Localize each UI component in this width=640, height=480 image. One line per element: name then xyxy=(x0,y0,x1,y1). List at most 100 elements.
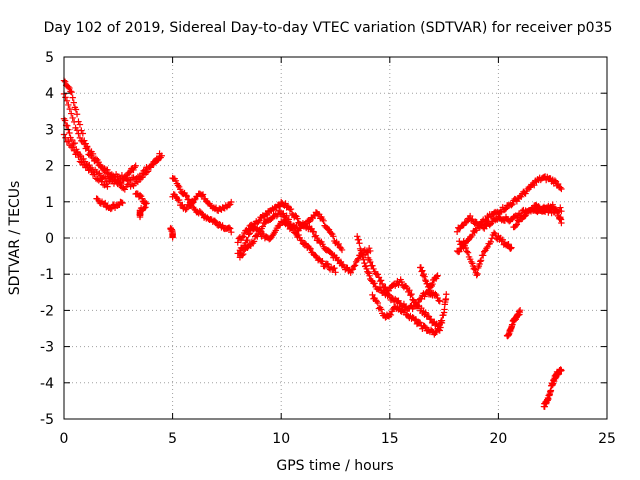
data-point xyxy=(183,205,190,212)
data-point xyxy=(360,256,367,263)
data-point xyxy=(132,162,139,169)
data-point xyxy=(338,246,346,254)
data-point xyxy=(552,207,560,214)
data-point xyxy=(73,126,81,134)
data-point xyxy=(411,316,418,324)
data-point xyxy=(191,196,198,204)
data-point xyxy=(228,198,235,206)
data-point xyxy=(354,233,361,240)
data-point xyxy=(477,257,485,264)
data-point xyxy=(76,121,84,128)
data-point xyxy=(102,199,109,207)
data-point xyxy=(287,205,295,213)
data-point xyxy=(463,248,471,255)
data-point xyxy=(425,287,433,294)
data-point xyxy=(182,206,189,213)
data-point xyxy=(138,174,146,181)
data-point xyxy=(369,262,376,269)
y-tick-label: -2 xyxy=(40,303,54,319)
data-point xyxy=(66,129,73,137)
data-point xyxy=(498,238,505,245)
series-track-h xyxy=(169,190,235,214)
data-point xyxy=(388,294,396,302)
x-tick-label: 15 xyxy=(381,431,399,447)
points-layer xyxy=(60,77,565,410)
data-point xyxy=(67,88,74,95)
data-point xyxy=(239,233,247,240)
data-point xyxy=(238,234,246,241)
data-point xyxy=(140,170,147,177)
data-point xyxy=(107,205,114,213)
data-point xyxy=(374,271,382,278)
data-point xyxy=(433,273,441,280)
data-point xyxy=(199,191,207,198)
data-point xyxy=(143,169,150,176)
series-track-d xyxy=(60,131,111,190)
data-point xyxy=(432,290,439,298)
data-point xyxy=(95,158,102,166)
data-point xyxy=(244,236,251,244)
data-point xyxy=(260,213,268,220)
data-point xyxy=(433,291,440,299)
data-point xyxy=(98,178,105,185)
data-point xyxy=(78,137,85,144)
data-point xyxy=(73,111,81,118)
data-point xyxy=(355,255,362,262)
data-point xyxy=(531,182,538,189)
data-point xyxy=(177,186,184,193)
data-point xyxy=(101,165,108,172)
data-point xyxy=(226,225,234,232)
data-point xyxy=(311,233,319,240)
y-tick-label: 0 xyxy=(45,231,54,247)
data-point xyxy=(70,118,78,126)
data-point xyxy=(245,225,252,233)
series-track-t xyxy=(510,201,565,231)
data-point xyxy=(421,293,428,300)
series-track-s xyxy=(456,229,515,279)
y-tick-label: 3 xyxy=(45,122,54,138)
data-point xyxy=(285,216,293,223)
data-point xyxy=(293,222,300,230)
data-point xyxy=(198,192,206,199)
data-point xyxy=(418,295,425,302)
data-point xyxy=(351,262,359,269)
data-point xyxy=(92,155,100,162)
data-point xyxy=(292,229,299,237)
data-point xyxy=(477,258,484,265)
data-point xyxy=(283,212,290,219)
data-point xyxy=(421,273,428,280)
series-track-g xyxy=(169,174,235,236)
x-tick-label: 10 xyxy=(272,431,290,447)
data-point xyxy=(553,208,561,215)
series-track-v xyxy=(540,366,565,410)
data-point xyxy=(119,199,126,207)
x-tick-label: 5 xyxy=(168,431,177,447)
x-tick-label: 0 xyxy=(60,431,69,447)
data-point xyxy=(86,166,94,173)
data-point xyxy=(422,309,429,316)
data-point xyxy=(66,84,73,92)
data-point xyxy=(136,191,144,199)
data-point xyxy=(427,315,435,323)
data-point xyxy=(169,233,176,240)
plot-frame xyxy=(63,56,608,420)
data-point xyxy=(301,240,309,247)
data-point xyxy=(490,229,498,237)
data-point xyxy=(312,232,320,239)
data-point xyxy=(335,240,342,248)
data-point xyxy=(501,206,509,213)
series-track-u xyxy=(503,307,524,340)
data-point xyxy=(65,83,72,91)
data-point xyxy=(280,210,287,217)
data-point xyxy=(76,134,84,142)
data-point xyxy=(558,185,565,193)
data-point xyxy=(367,258,374,266)
data-point xyxy=(91,170,98,178)
x-tick-label: 25 xyxy=(598,431,616,447)
data-point xyxy=(150,160,157,167)
data-point xyxy=(358,250,365,257)
data-point xyxy=(63,97,71,105)
data-point xyxy=(483,245,490,252)
data-point xyxy=(412,316,420,323)
